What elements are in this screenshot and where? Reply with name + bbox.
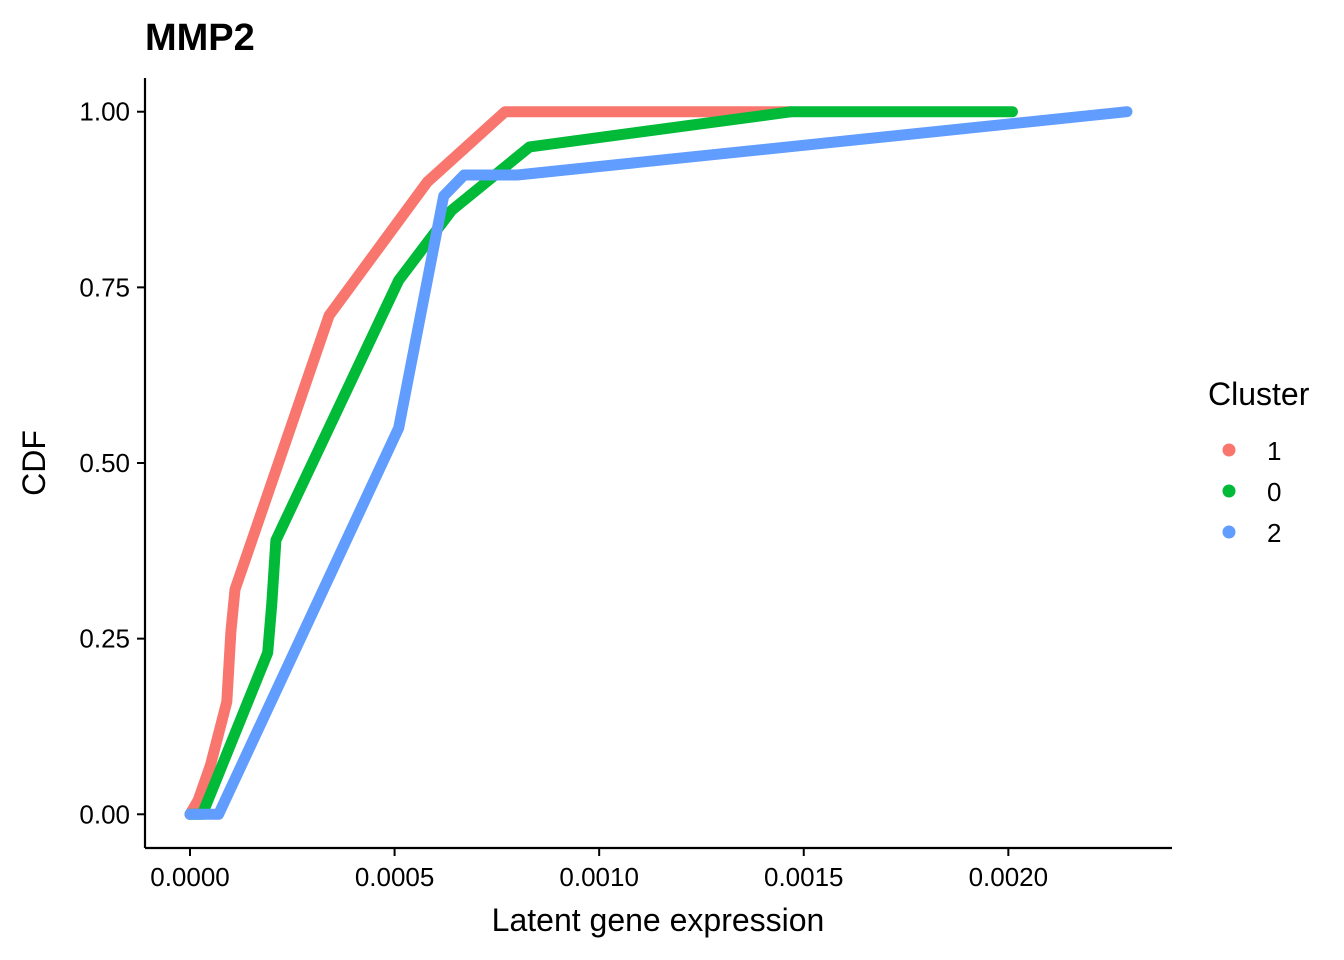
x-tick-label: 0.0005 <box>355 862 435 892</box>
y-ticks: 0.00 0.25 0.50 0.75 1.00 <box>79 97 145 829</box>
legend-items: 1 0 2 <box>1222 436 1281 548</box>
y-tick-label: 0.75 <box>79 272 130 302</box>
legend-label-0: 0 <box>1267 477 1281 507</box>
y-tick-label: 1.00 <box>79 97 130 127</box>
legend-label-2: 2 <box>1267 518 1281 548</box>
legend-title: Cluster <box>1208 376 1310 412</box>
series-layer <box>184 106 1133 820</box>
y-tick-label: 0.00 <box>79 799 130 829</box>
series-line-1 <box>184 106 797 820</box>
series-line-0 <box>184 106 1018 820</box>
legend-key-0 <box>1222 484 1236 498</box>
y-tick-label: 0.25 <box>79 624 130 654</box>
y-tick-label: 0.50 <box>79 448 130 478</box>
legend-key-2 <box>1222 525 1236 539</box>
series-line-2 <box>184 106 1133 820</box>
x-tick-label: 0.0015 <box>764 862 844 892</box>
x-axis-title: Latent gene expression <box>492 902 825 938</box>
y-axis-title: CDF <box>16 430 52 496</box>
legend-key-1 <box>1222 443 1236 457</box>
chart-title: MMP2 <box>145 17 255 59</box>
x-tick-label: 0.0020 <box>969 862 1049 892</box>
x-tick-label: 0.0000 <box>150 862 230 892</box>
x-ticks: 0.0000 0.0005 0.0010 0.0015 0.0020 <box>150 848 1048 892</box>
legend: Cluster 1 0 2 <box>1208 376 1310 548</box>
plot-area: 0.0000 0.0005 0.0010 0.0015 0.0020 0.000.250… <box>79 78 1172 892</box>
x-tick-label: 0.0010 <box>559 862 639 892</box>
legend-label-1: 1 <box>1267 436 1281 466</box>
